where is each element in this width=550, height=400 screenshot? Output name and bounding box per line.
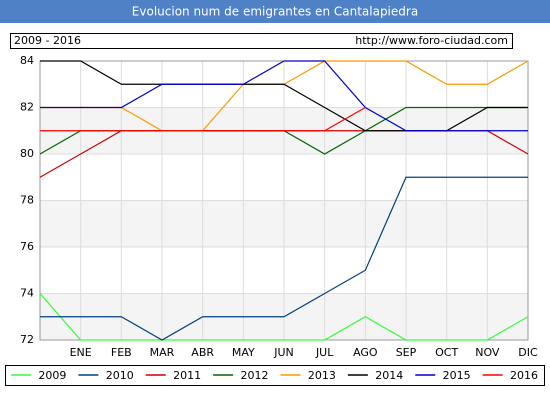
x-tick-label: MAY	[232, 346, 255, 359]
x-tick-label: FEB	[111, 346, 132, 359]
series-line	[40, 176, 528, 341]
series-line	[40, 106, 366, 132]
y-tick-label: 78	[20, 194, 34, 207]
legend-label: 2010	[106, 369, 134, 382]
legend-label: 2015	[443, 369, 471, 382]
chart-title: Evolucion num de emigrantes en Cantalapi…	[132, 5, 418, 19]
subtitle: 2009 - 2016	[14, 34, 81, 47]
legend-label: 2009	[38, 369, 66, 382]
y-tick-label: 76	[20, 240, 34, 253]
x-tick-label: ABR	[191, 346, 214, 359]
legend-box	[5, 365, 545, 386]
title-bar	[0, 0, 550, 23]
x-tick-label: MAR	[150, 346, 175, 359]
x-tick-label: DIC	[518, 346, 538, 359]
y-tick-label: 72	[20, 333, 34, 346]
y-tick-label: 80	[20, 147, 34, 160]
legend-label: 2012	[241, 369, 269, 382]
legend-label: 2013	[308, 369, 336, 382]
y-tick-label: 84	[20, 54, 34, 67]
x-tick-label: JUN	[273, 346, 294, 359]
x-tick-label: NOV	[475, 346, 500, 359]
subtitle-box	[10, 33, 513, 49]
x-tick-label: AGO	[353, 346, 378, 359]
legend-label: 2011	[173, 369, 201, 382]
legend-label: 2014	[375, 369, 403, 382]
y-tick-label: 74	[20, 287, 34, 300]
x-tick-label: ENE	[70, 346, 92, 359]
x-tick-label: SEP	[396, 346, 417, 359]
y-tick-label: 82	[20, 101, 34, 114]
x-tick-label: OCT	[435, 346, 458, 359]
source: http://www.foro-ciudad.com	[355, 34, 508, 47]
legend-label: 2016	[510, 369, 538, 382]
series-line	[39, 293, 529, 341]
series-line	[40, 60, 528, 132]
x-tick-label: JUL	[315, 346, 334, 359]
